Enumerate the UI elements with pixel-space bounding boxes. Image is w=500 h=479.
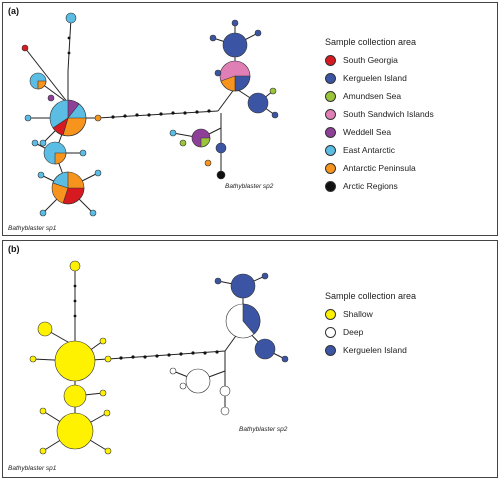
legend-swatch: [325, 326, 336, 338]
legend-a: Sample collection area South Georgia Kerg…: [325, 37, 434, 195]
legend-item: Antarctic Peninsula: [325, 159, 434, 177]
legend-item: Shallow: [325, 305, 416, 323]
panel-b: (b): [2, 240, 498, 478]
panel-a: (a): [2, 2, 498, 236]
legend-item: Amundsen Sea: [325, 87, 434, 105]
haplotype-network-a: [21, 12, 279, 217]
legend-label: Antarctic Peninsula: [343, 163, 416, 173]
haplotype-network-b: [29, 260, 289, 455]
legend-item: South Sandwich Islands: [325, 105, 434, 123]
legend-swatch: [325, 308, 336, 320]
panel-label: (a): [8, 6, 19, 16]
legend-swatch: [325, 344, 336, 356]
legend-swatch: [325, 54, 336, 66]
legend-item: Arctic Regions: [325, 177, 434, 195]
species-label-sp2: Bathyblaster sp2: [239, 426, 288, 433]
panel-label: (b): [8, 244, 20, 254]
legend-label: Kerguelen Island: [343, 345, 407, 355]
legend-item: Weddell Sea: [325, 123, 434, 141]
legend-b: Sample collection area Shallow Deep Kergue…: [325, 291, 416, 359]
legend-title: Sample collection area: [325, 291, 417, 301]
legend-label: South Georgia: [343, 55, 398, 65]
legend-label: East Antarctic: [343, 145, 395, 155]
legend-swatch: [325, 180, 336, 192]
legend-label: Arctic Regions: [343, 181, 398, 191]
legend-label: Deep: [343, 327, 364, 337]
legend-item: South Georgia: [325, 51, 434, 69]
legend-item: Kerguelen Island: [325, 341, 416, 359]
legend-item: Deep: [325, 323, 416, 341]
legend-swatch: [325, 90, 336, 102]
legend-label: Kerguelen Island: [343, 73, 407, 83]
legend-label: Weddell Sea: [343, 127, 392, 137]
species-label-sp1: Bathyblaster sp1: [8, 225, 57, 232]
legend-swatch: [325, 144, 336, 156]
legend-swatch: [325, 126, 336, 138]
legend-item: East Antarctic: [325, 141, 434, 159]
legend-title: Sample collection area: [325, 37, 417, 47]
legend-label: South Sandwich Islands: [343, 109, 434, 119]
legend-item: Kerguelen Island: [325, 69, 434, 87]
legend-swatch: [325, 162, 336, 174]
species-label-sp2: Bathyblaster sp2: [225, 183, 274, 190]
legend-swatch: [325, 108, 336, 120]
legend-label: Amundsen Sea: [343, 91, 402, 101]
species-label-sp1: Bathyblaster sp1: [8, 465, 57, 472]
legend-label: Shallow: [343, 309, 373, 319]
legend-swatch: [325, 72, 336, 84]
